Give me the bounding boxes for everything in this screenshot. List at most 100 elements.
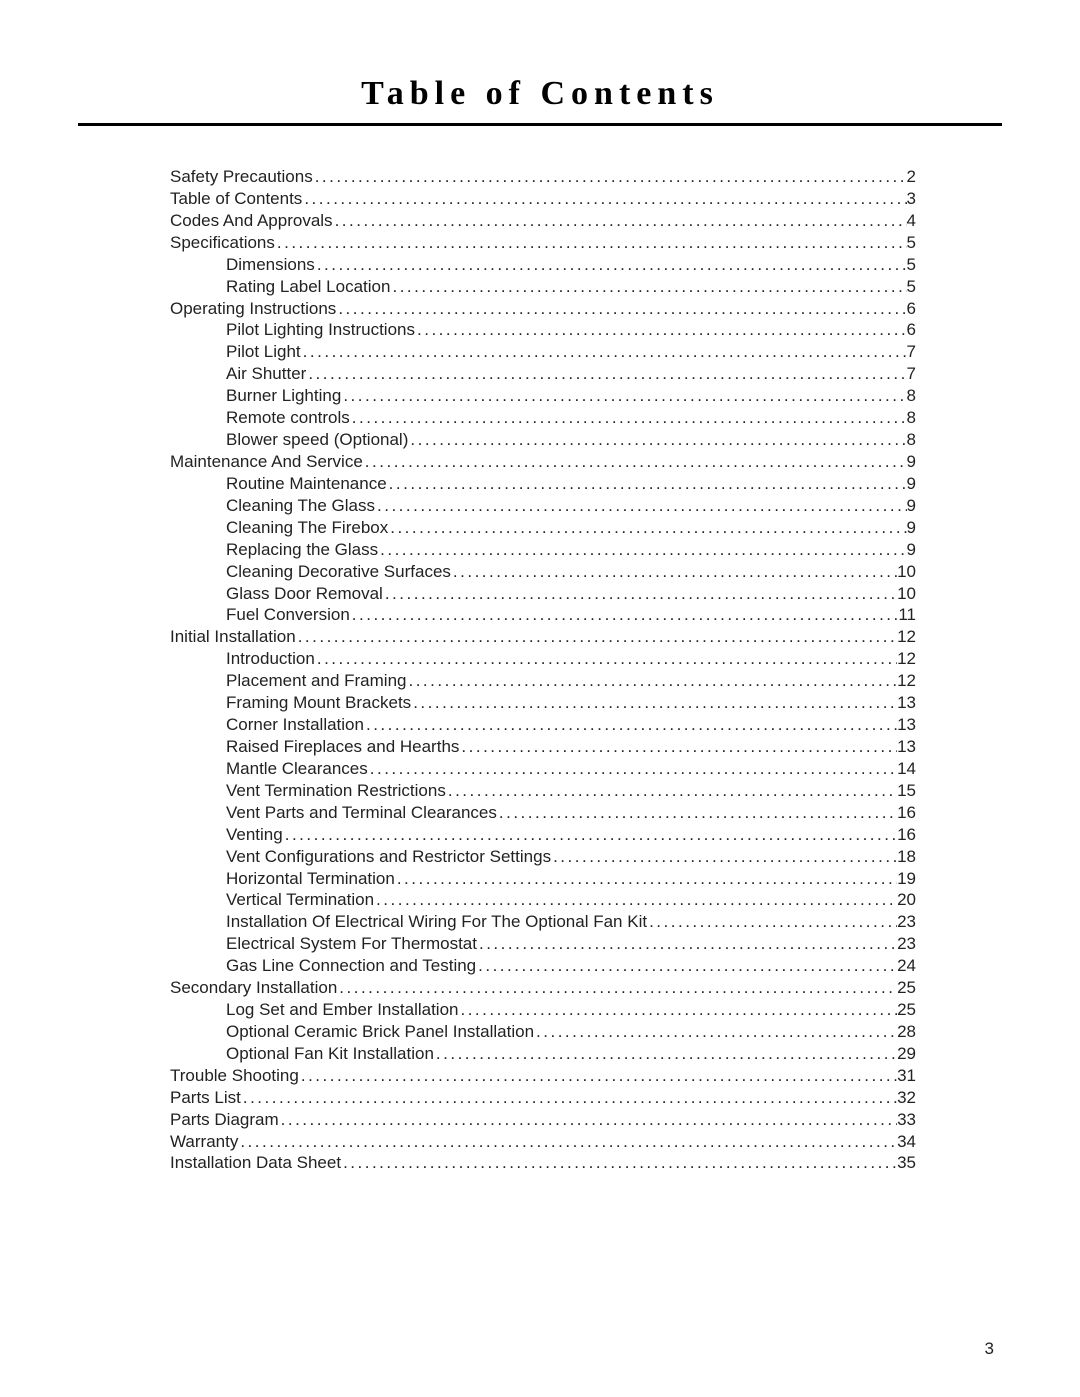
toc-entry-label: Optional Fan Kit Installation <box>226 1043 434 1065</box>
toc-entry-label: Parts List <box>170 1087 241 1109</box>
toc-entry-label: Pilot Light <box>226 341 301 363</box>
toc-entry-page: 9 <box>907 451 916 473</box>
toc-entry: Parts List32 <box>170 1087 916 1109</box>
toc-entry-label: Table of Contents <box>170 188 302 210</box>
toc-leader-dots <box>415 319 907 341</box>
toc-entry-label: Pilot Lighting Instructions <box>226 319 415 341</box>
toc-entry-label: Raised Fireplaces and Hearths <box>226 736 459 758</box>
toc-entry-label: Mantle Clearances <box>226 758 368 780</box>
toc-entry-label: Cleaning The Glass <box>226 495 375 517</box>
toc-entry-label: Warranty <box>170 1131 238 1153</box>
toc-leader-dots <box>451 561 897 583</box>
toc-entry-page: 34 <box>897 1131 916 1153</box>
toc-entry-page: 4 <box>907 210 916 232</box>
toc-entry: Warranty 34 <box>170 1131 916 1153</box>
toc-entry: Routine Maintenance9 <box>170 473 916 495</box>
toc-entry-label: Remote controls <box>226 407 350 429</box>
toc-leader-dots <box>534 1021 897 1043</box>
toc-entry: Venting16 <box>170 824 916 846</box>
toc-entry: Vent Termination Restrictions15 <box>170 780 916 802</box>
toc-leader-dots <box>350 604 899 626</box>
toc-entry-page: 5 <box>907 254 916 276</box>
toc-leader-dots <box>238 1131 897 1153</box>
toc-entry-label: Log Set and Ember Installation <box>226 999 458 1021</box>
toc-leader-dots <box>388 517 906 539</box>
toc-entry-page: 23 <box>897 911 916 933</box>
toc-entry: Optional Ceramic Brick Panel Installatio… <box>170 1021 916 1043</box>
toc-entry: Cleaning Decorative Surfaces 10 <box>170 561 916 583</box>
toc-leader-dots <box>378 539 906 561</box>
toc-leader-dots <box>333 210 907 232</box>
toc-leader-dots <box>368 758 897 780</box>
table-of-contents: Safety Precautions2Table of Contents3Cod… <box>78 166 1002 1174</box>
toc-entry-page: 8 <box>907 385 916 407</box>
toc-leader-dots <box>383 583 897 605</box>
toc-entry-page: 12 <box>897 670 916 692</box>
toc-entry: Vent Configurations and Restrictor Setti… <box>170 846 916 868</box>
toc-entry: Pilot Lighting Instructions6 <box>170 319 916 341</box>
toc-entry-label: Blower speed (Optional) <box>226 429 408 451</box>
toc-entry-label: Rating Label Location <box>226 276 390 298</box>
page-title: Table of Contents <box>78 75 1002 123</box>
toc-entry-label: Maintenance And Service <box>170 451 363 473</box>
toc-entry: Remote controls8 <box>170 407 916 429</box>
toc-entry-label: Operating Instructions <box>170 298 336 320</box>
toc-entry-page: 18 <box>897 846 916 868</box>
toc-entry: Fuel Conversion11 <box>170 604 916 626</box>
toc-entry: Cleaning The Firebox9 <box>170 517 916 539</box>
toc-entry-label: Installation Of Electrical Wiring For Th… <box>226 911 647 933</box>
toc-entry-page: 35 <box>897 1152 916 1174</box>
toc-entry-page: 16 <box>897 802 916 824</box>
toc-entry-label: Safety Precautions <box>170 166 313 188</box>
toc-entry: Corner Installation13 <box>170 714 916 736</box>
toc-entry-page: 16 <box>897 824 916 846</box>
toc-entry-label: Framing Mount Brackets <box>226 692 411 714</box>
toc-entry-label: Routine Maintenance <box>226 473 387 495</box>
toc-entry-label: Codes And Approvals <box>170 210 333 232</box>
toc-entry-page: 25 <box>897 977 916 999</box>
toc-leader-dots <box>279 1109 897 1131</box>
toc-leader-dots <box>341 385 906 407</box>
toc-leader-dots <box>275 232 907 254</box>
toc-entry: Installation Of Electrical Wiring For Th… <box>170 911 916 933</box>
toc-entry-label: Replacing the Glass <box>226 539 378 561</box>
toc-entry: Trouble Shooting31 <box>170 1065 916 1087</box>
toc-leader-dots <box>350 407 907 429</box>
toc-entry-label: Cleaning Decorative Surfaces <box>226 561 451 583</box>
toc-entry: Air Shutter7 <box>170 363 916 385</box>
toc-entry: Vent Parts and Terminal Clearances16 <box>170 802 916 824</box>
toc-entry-label: Fuel Conversion <box>226 604 350 626</box>
toc-leader-dots <box>458 999 897 1021</box>
toc-entry: Operating Instructions 6 <box>170 298 916 320</box>
toc-entry: Introduction12 <box>170 648 916 670</box>
toc-entry-label: Vertical Termination <box>226 889 374 911</box>
toc-entry: Log Set and Ember Installation25 <box>170 999 916 1021</box>
toc-entry-page: 9 <box>907 539 916 561</box>
toc-entry-label: Parts Diagram <box>170 1109 279 1131</box>
toc-entry-label: Glass Door Removal <box>226 583 383 605</box>
toc-leader-dots <box>459 736 897 758</box>
toc-entry: Dimensions 5 <box>170 254 916 276</box>
toc-leader-dots <box>408 429 906 451</box>
toc-entry: Blower speed (Optional)8 <box>170 429 916 451</box>
toc-entry-label: Vent Termination Restrictions <box>226 780 446 802</box>
toc-entry: Mantle Clearances14 <box>170 758 916 780</box>
toc-entry-page: 2 <box>907 166 916 188</box>
toc-entry-page: 10 <box>897 561 916 583</box>
toc-entry: Initial Installation12 <box>170 626 916 648</box>
toc-entry-label: Introduction <box>226 648 315 670</box>
toc-entry-label: Initial Installation <box>170 626 296 648</box>
toc-entry-label: Horizontal Termination <box>226 868 395 890</box>
toc-entry: Secondary Installation25 <box>170 977 916 999</box>
toc-entry-page: 9 <box>907 517 916 539</box>
toc-leader-dots <box>551 846 897 868</box>
title-rule <box>78 123 1002 126</box>
toc-entry-label: Dimensions <box>226 254 315 276</box>
toc-entry-page: 6 <box>907 298 916 320</box>
toc-entry: Burner Lighting8 <box>170 385 916 407</box>
toc-entry: Installation Data Sheet35 <box>170 1152 916 1174</box>
toc-entry-page: 29 <box>897 1043 916 1065</box>
toc-entry-page: 23 <box>897 933 916 955</box>
toc-entry: Horizontal Termination19 <box>170 868 916 890</box>
toc-entry-page: 20 <box>897 889 916 911</box>
